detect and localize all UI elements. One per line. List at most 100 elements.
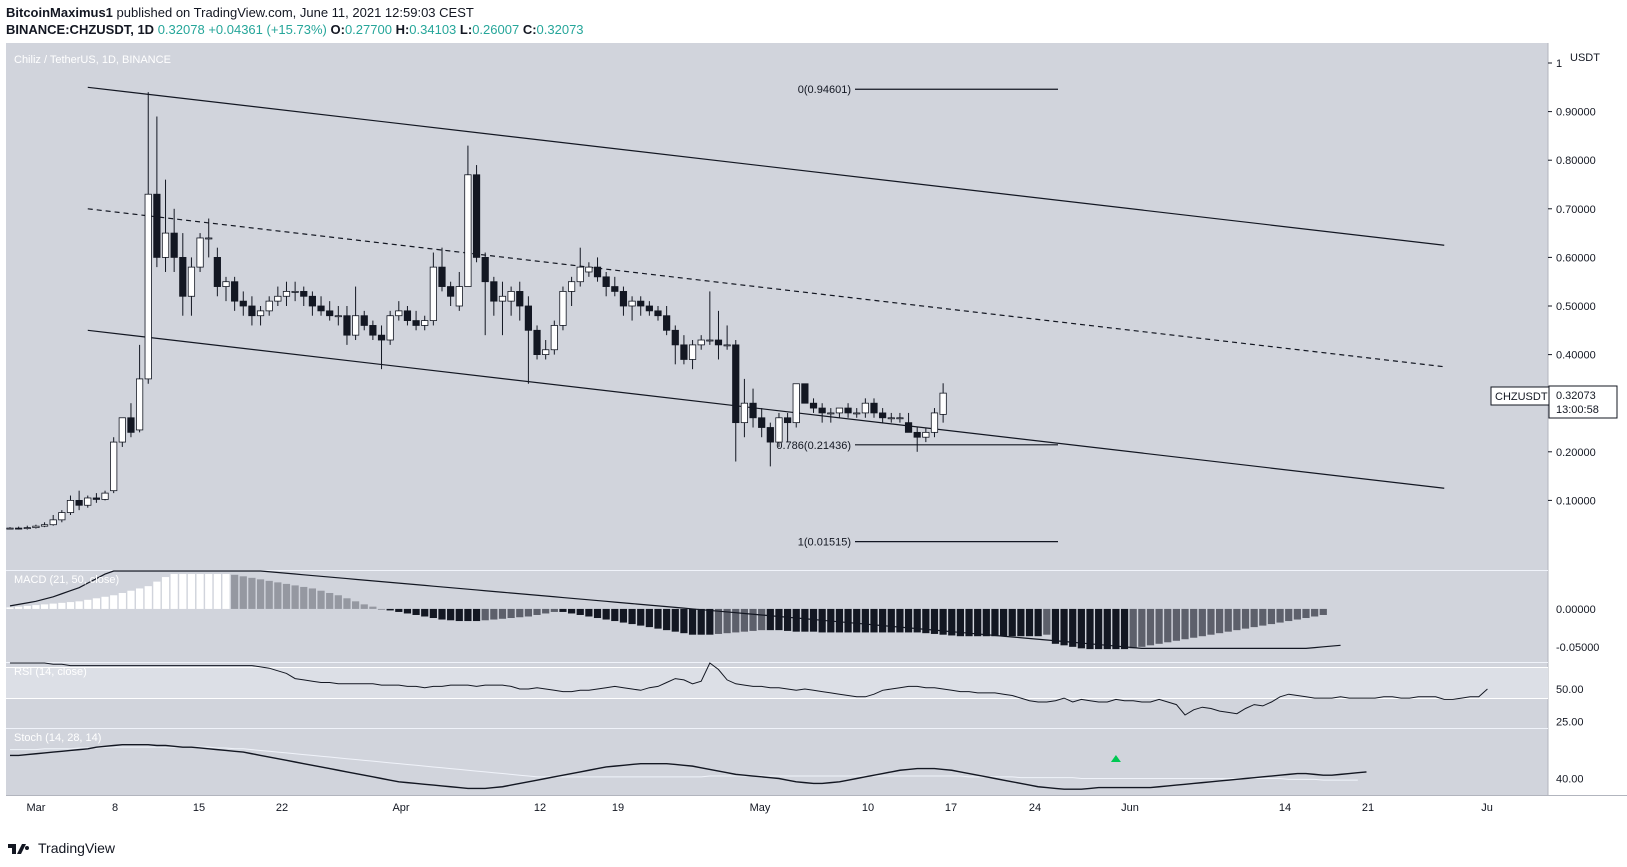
macd-histogram-bar [317,590,325,609]
price-label[interactable]: CHZUSDT 0.32073 13:00:58 [1490,385,1618,419]
tradingview-logo-icon [8,844,29,854]
candle-down [904,422,913,433]
high-value: 0.34103 [409,22,457,37]
macd-histogram-bar [136,588,144,609]
channel-upper-line[interactable] [87,86,1445,246]
macd-histogram-bar [92,598,100,609]
macd-histogram-bar [809,608,818,632]
candle-up [568,281,576,292]
candle-down [879,412,887,419]
macd-histogram-bar [326,592,334,609]
macd-histogram-bar [896,608,904,633]
rsi-line [10,662,1488,716]
macd-histogram-bar [749,608,757,631]
macd-histogram-bar [524,608,532,617]
macd-histogram-bar [464,608,472,622]
macd-histogram-bar [438,608,446,620]
macd-histogram-bar [1077,608,1085,649]
time-tick-label: Ju [1481,802,1493,814]
macd-histogram-bar [853,608,861,633]
time-tick-label: 14 [1279,802,1291,814]
fib-levels[interactable]: 0(0.94601) 0.786(0.21436) 1(0.01515) [776,84,1058,549]
candle-up [550,325,558,351]
currency-label: USDT [1570,52,1600,64]
candle-up [723,344,731,347]
candle-down [671,329,679,346]
macd-histogram-bar [1285,608,1293,622]
macd-histogram-bar [758,608,766,631]
descending-channel[interactable] [87,86,1445,489]
channel-middle-dashed-line[interactable] [87,208,1445,368]
candle-down [15,527,23,530]
macd-histogram-bar [196,574,204,609]
candle-up [135,378,144,431]
candle-down [75,499,83,506]
candle-up [222,281,230,287]
author-name[interactable]: BitcoinMaximus1 [6,5,113,20]
macd-histogram-bar [507,608,515,619]
stoch-label: Stoch (14, 28, 14) [14,732,101,744]
macd-histogram-bar [680,608,688,634]
candle-up [161,232,170,258]
macd-tick-label: -0.05000 [1556,642,1599,654]
stoch-pane-bg [6,729,1548,795]
macd-histogram-bar [498,608,507,619]
macd-histogram-bar [23,605,31,609]
macd-histogram-bar [291,585,299,609]
candle-up [507,291,515,302]
candle-down [317,305,325,312]
candle-down [516,291,524,307]
candles [6,92,947,530]
macd-histogram-bar [66,602,75,609]
macd-histogram-bar [1259,608,1267,626]
macd-histogram-bar [447,608,455,621]
macd-histogram-bar [1069,608,1077,647]
macd-histogram-bar [334,595,342,609]
macd-histogram-bar [490,608,498,620]
candle-down [844,407,852,414]
macd-histogram-bar [723,608,731,634]
symbol-interval: BINANCE:CHZUSDT, 1D [6,22,155,37]
close-label: C: [522,22,537,37]
candle-down [645,305,653,312]
candle-down [758,417,766,428]
macd-histogram-bar [879,608,887,633]
macd-histogram-bar [1207,608,1215,635]
macd-histogram-bar [1293,608,1301,620]
macd-histogram-bar [1233,608,1241,631]
macd-histogram-bar [1181,608,1189,640]
candle-down [809,402,818,409]
candle-down [472,174,481,258]
macd-histogram-bar [386,608,394,611]
macd-histogram-bar [1302,608,1310,619]
open-label: O: [330,22,345,37]
macd-histogram-bar [948,608,956,636]
price-chart[interactable]: 0(0.94601) 0.786(0.21436) 1(0.01515) 0.000… [0,43,1627,840]
macd-histogram-bar [559,608,567,612]
macd-histogram-bar [568,608,576,614]
macd-histogram-bar [127,590,135,609]
macd-histogram-bar [170,574,178,609]
macd-histogram-bar [343,598,351,609]
candle-down [231,281,239,302]
candle-up [706,339,714,342]
footer[interactable]: TradingView [8,840,115,856]
candle-up [922,431,930,438]
candle-down [619,291,628,307]
candle-up [144,193,152,380]
candle-up [334,315,342,318]
time-tick-label: 19 [612,802,624,814]
macd-histogram-bar [1172,608,1180,641]
macd-histogram-bar [205,574,213,609]
candle-down [92,497,100,500]
time-axis[interactable]: Mar 8 15 22 Apr 12 19 May 10 17 24 Jun 14 21 Ju [27,802,1493,814]
channel-lower-line[interactable] [87,329,1445,489]
candle-up [835,407,844,414]
price-tag-value: 0.32073 [1556,390,1596,402]
candle-down [481,256,489,283]
candle-down [680,344,688,360]
macd-histogram-bar [369,606,377,609]
candle-up [187,266,196,297]
time-tick-label: Apr [392,802,409,814]
stoch-tick-label: 40.00 [1556,774,1584,786]
